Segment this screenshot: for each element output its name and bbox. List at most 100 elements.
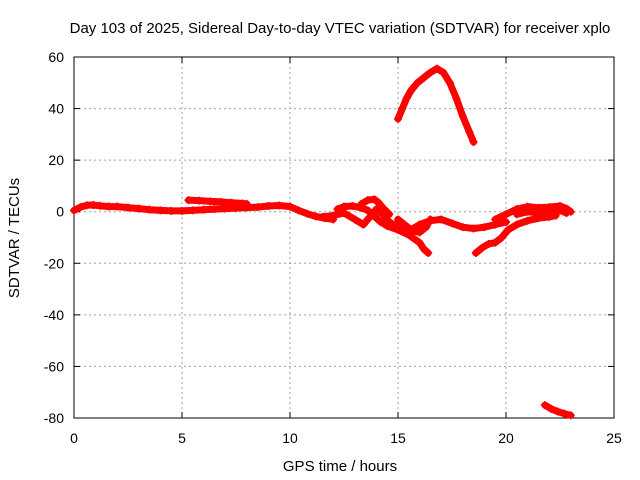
data-point [398,104,407,113]
data-point [445,78,454,87]
data-point [402,94,411,103]
data-point [365,212,374,221]
data-point [89,201,98,210]
data-point [242,199,251,208]
data-point [350,215,359,224]
series-track-7 [394,64,478,147]
data-point [363,196,372,205]
data-series [70,64,575,420]
data-point [210,205,219,214]
y-tick-label: 0 [56,204,64,220]
data-point [76,203,85,212]
data-point [413,78,422,87]
data-point [227,198,236,207]
data-point [318,212,327,221]
data-point [400,220,409,229]
series-line [70,201,337,223]
x-tick-label: 15 [390,430,406,446]
data-point [502,210,510,219]
data-point [415,238,424,247]
data-point [426,216,435,225]
data-point [145,205,154,214]
data-point [439,68,448,77]
series-track-8 [471,211,560,257]
data-point [188,206,197,215]
data-point [104,202,113,211]
data-point [458,112,467,121]
x-tick-label: 10 [282,430,298,446]
data-point [275,201,284,210]
x-axis-label: GPS time / hours [283,458,397,475]
series-track-2 [184,196,251,208]
data-point [134,204,143,213]
data-point [491,238,500,247]
data-point [523,207,532,216]
data-point [465,127,474,136]
chart-title: Day 103 of 2025, Sidereal Day-to-day VTE… [70,20,611,37]
series-track-5 [357,195,394,219]
series-line [472,212,560,257]
series-track-11 [540,401,575,420]
grid-lines [74,57,614,418]
y-tick-label: 60 [48,49,64,65]
y-tick-label: -40 [44,307,64,323]
x-tick-label: 0 [70,430,78,446]
data-point [540,401,549,410]
data-point [394,215,402,224]
data-point [264,202,273,211]
data-point [415,220,424,229]
data-point [432,64,441,73]
x-tick-label: 25 [606,430,622,446]
data-point [406,86,415,95]
data-point [199,205,208,214]
data-point [374,198,383,207]
data-point [437,215,446,224]
data-point [452,94,461,103]
data-point [415,228,424,237]
data-point [448,219,456,228]
data-point [480,223,489,232]
data-point [113,202,122,211]
x-tick-label: 5 [178,430,186,446]
data-point [534,209,543,218]
data-point [406,225,415,234]
series-line [394,65,478,146]
data-point [303,209,312,218]
data-point [512,210,521,219]
data-point [394,223,402,232]
data-point [556,206,564,215]
series-track-4 [318,205,435,237]
data-point [370,195,379,204]
data-point [378,203,387,212]
series-track-6 [394,215,510,234]
data-point [253,203,262,212]
x-tick-label: 20 [498,430,514,446]
data-point [206,197,215,206]
y-tick-label: 20 [48,152,64,168]
data-point [512,220,521,229]
data-point [167,206,176,215]
data-point [357,199,366,208]
axis-ticks: 0 5 10 15 20 25 -80 -60 -40 -20 0 20 40 60 [44,49,622,446]
y-tick-label: 40 [48,101,64,117]
data-point [184,196,193,205]
data-point [497,233,506,242]
plot-frame [73,56,615,419]
data-point [458,223,467,232]
data-point [469,138,478,147]
data-point [504,225,513,234]
data-point [70,206,78,215]
data-point [95,201,104,210]
data-point [394,114,402,123]
data-point [359,220,368,229]
data-point [484,239,493,248]
y-tick-label: -60 [44,358,64,374]
data-point [478,243,487,252]
data-point [221,204,230,213]
y-axis-label: SDTVAR / TECUs [6,178,23,298]
data-point [376,218,385,227]
y-tick-label: -20 [44,255,64,271]
series-track-10 [512,206,571,219]
series-track-9 [491,202,575,224]
